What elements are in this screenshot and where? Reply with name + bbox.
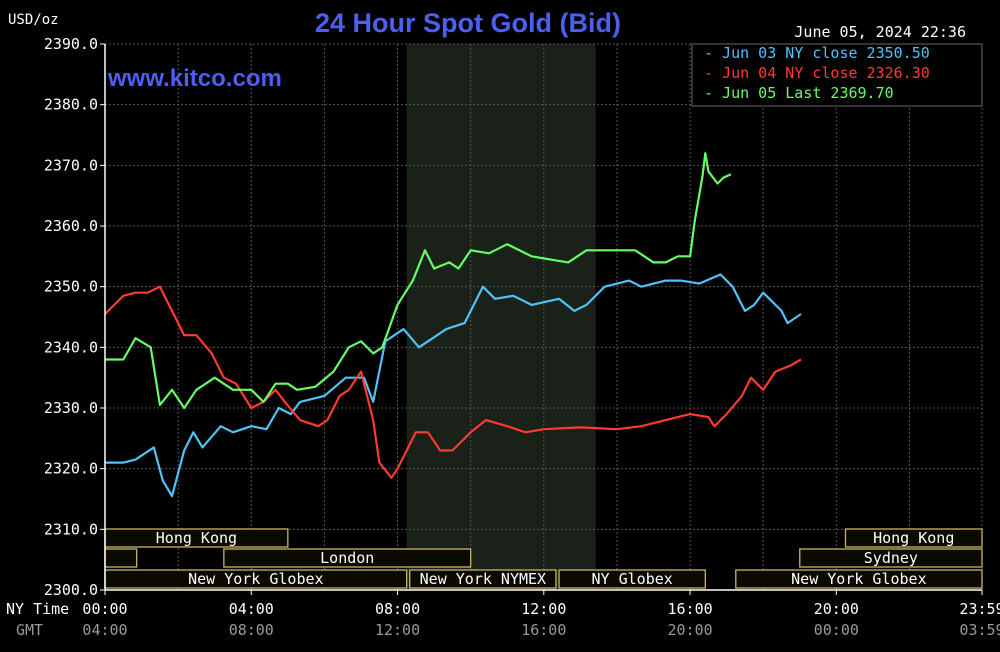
series-layer — [104, 152, 802, 498]
y-unit-label: USD/oz — [8, 12, 59, 28]
series-line-1 — [105, 273, 802, 498]
timestamp: June 05, 2024 22:36 — [794, 23, 966, 41]
market-box — [799, 548, 983, 568]
x-tick-label-ny: 23:59 — [959, 600, 1000, 618]
y-tick-label: 2340.0 — [44, 338, 98, 356]
chart-title: 24 Hour Spot Gold (Bid) — [315, 8, 621, 38]
series-line-3 — [105, 152, 732, 410]
x-tick-label-ny: 12:00 — [521, 600, 566, 618]
y-tick-label: 2390.0 — [44, 35, 98, 53]
gmt-label: GMT — [16, 621, 43, 639]
x-tick-label-gmt: 20:00 — [667, 621, 712, 639]
market-label: London — [320, 549, 374, 567]
x-tick-label-gmt: 12:00 — [375, 621, 420, 639]
x-tick-label-ny: 08:00 — [375, 600, 420, 618]
legend-entry-jun05: - Jun 05 Last 2369.70 — [704, 84, 894, 102]
market-box — [558, 569, 706, 589]
y-tick-label: 2310.0 — [44, 520, 98, 538]
legend: - Jun 03 NY close 2350.50 - Jun 04 NY cl… — [691, 43, 983, 107]
x-tick-label-gmt: 00:00 — [814, 621, 859, 639]
market-label: Hong Kong — [873, 529, 954, 547]
market-label: NY Globex — [592, 570, 673, 588]
market-box — [409, 569, 557, 589]
y-tick-label: 2370.0 — [44, 156, 98, 174]
x-tick-label-ny: 16:00 — [667, 600, 712, 618]
x-tick-label-ny: 04:00 — [229, 600, 274, 618]
x-tick-label-ny: 00:00 — [82, 600, 127, 618]
y-tick-label: 2330.0 — [44, 399, 98, 417]
x-tick-label-gmt: 04:00 — [82, 621, 127, 639]
legend-entry-jun04: - Jun 04 NY close 2326.30 — [704, 64, 930, 82]
watermark: www.kitco.com — [107, 65, 282, 92]
y-tick-label: 2350.0 — [44, 278, 98, 296]
market-box — [223, 548, 472, 568]
market-label: New York NYMEX — [420, 570, 546, 588]
shaded-session-layer — [406, 44, 596, 590]
y-tick-label: 2380.0 — [44, 96, 98, 114]
shaded-session — [406, 44, 596, 590]
x-tick-label-gmt: 08:00 — [229, 621, 274, 639]
x-tick-label-gmt: 03:59 — [959, 621, 1000, 639]
x-tick-label-gmt: 16:00 — [521, 621, 566, 639]
legend-box — [691, 43, 983, 107]
axis-layer: 2390.0 2380.0 2370.0 2360.0 2350.0 2340.0 2330… — [44, 35, 1000, 639]
market-label: Hong Kong — [156, 529, 237, 547]
legend-entry-jun03: - Jun 03 NY close 2350.50 — [704, 44, 930, 62]
series-line-2 — [104, 285, 802, 479]
market-sessions-layer: Hong Kong Hong Kong London Sydney New York G… — [104, 528, 983, 589]
market-box — [844, 528, 983, 548]
y-tick-label: 2320.0 — [44, 460, 98, 478]
y-tick-label: 2360.0 — [44, 217, 98, 235]
market-label: New York Globex — [791, 570, 926, 588]
x-tick-label-ny: 20:00 — [814, 600, 859, 618]
market-label: Sydney — [864, 549, 918, 567]
ny-time-label: NY Time — [6, 600, 69, 618]
market-box — [104, 548, 138, 568]
y-tick-label: 2300.0 — [44, 581, 98, 599]
market-label: New York Globex — [188, 570, 323, 588]
market-box — [735, 569, 983, 589]
